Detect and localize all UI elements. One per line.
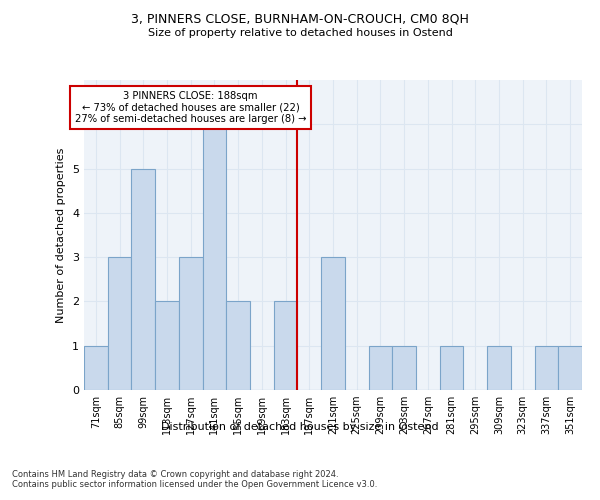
Bar bbox=[84, 346, 108, 390]
Bar bbox=[321, 257, 345, 390]
Bar bbox=[155, 302, 179, 390]
Bar bbox=[558, 346, 582, 390]
Bar bbox=[487, 346, 511, 390]
Text: 3, PINNERS CLOSE, BURNHAM-ON-CROUCH, CM0 8QH: 3, PINNERS CLOSE, BURNHAM-ON-CROUCH, CM0… bbox=[131, 12, 469, 26]
Bar bbox=[179, 257, 203, 390]
Bar bbox=[203, 124, 226, 390]
Text: Size of property relative to detached houses in Ostend: Size of property relative to detached ho… bbox=[148, 28, 452, 38]
Bar bbox=[226, 302, 250, 390]
Text: Contains HM Land Registry data © Crown copyright and database right 2024.
Contai: Contains HM Land Registry data © Crown c… bbox=[12, 470, 377, 490]
Bar bbox=[392, 346, 416, 390]
Bar bbox=[368, 346, 392, 390]
Bar bbox=[535, 346, 558, 390]
Text: Distribution of detached houses by size in Ostend: Distribution of detached houses by size … bbox=[161, 422, 439, 432]
Y-axis label: Number of detached properties: Number of detached properties bbox=[56, 148, 67, 322]
Bar bbox=[131, 168, 155, 390]
Bar bbox=[108, 257, 131, 390]
Bar bbox=[274, 302, 298, 390]
Bar bbox=[440, 346, 463, 390]
Text: 3 PINNERS CLOSE: 188sqm
← 73% of detached houses are smaller (22)
27% of semi-de: 3 PINNERS CLOSE: 188sqm ← 73% of detache… bbox=[75, 91, 307, 124]
